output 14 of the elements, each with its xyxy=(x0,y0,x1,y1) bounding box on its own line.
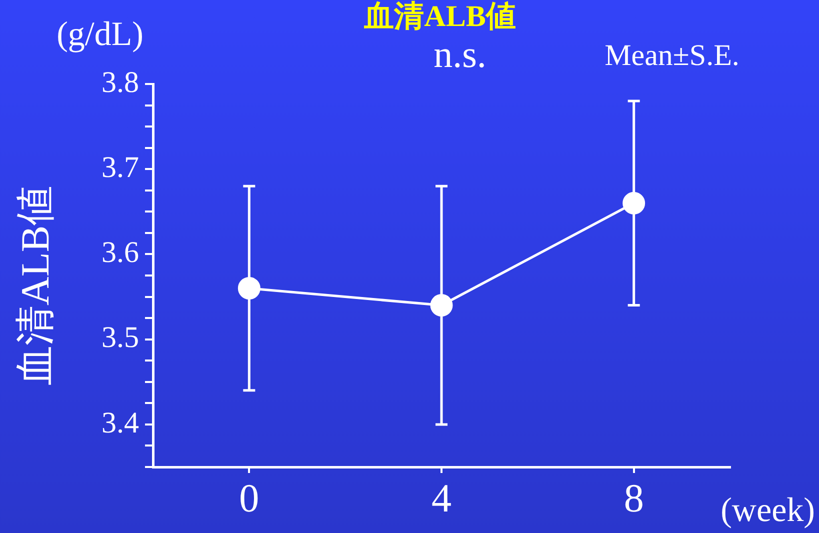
x-axis-title: (week) xyxy=(720,492,815,529)
y-tick-label: 3.5 xyxy=(102,321,139,354)
y-axis-title: 血清ALB値 xyxy=(12,186,58,386)
x-tick-label: 0 xyxy=(239,476,260,520)
y-tick-label: 3.8 xyxy=(102,66,139,99)
text: (g/dL) xyxy=(56,16,144,53)
text: n.s. xyxy=(434,34,486,76)
text: Mean±S.E. xyxy=(604,38,740,72)
y-tick-label: 3.7 xyxy=(102,150,139,184)
x-tick-label: 8 xyxy=(624,476,644,520)
x-tick-label: 4 xyxy=(432,476,452,520)
y-tick-label: 3.4 xyxy=(102,406,139,440)
y-tick-label: 3.6 xyxy=(102,236,139,270)
chart-title: 血清ALB値 xyxy=(363,0,516,33)
